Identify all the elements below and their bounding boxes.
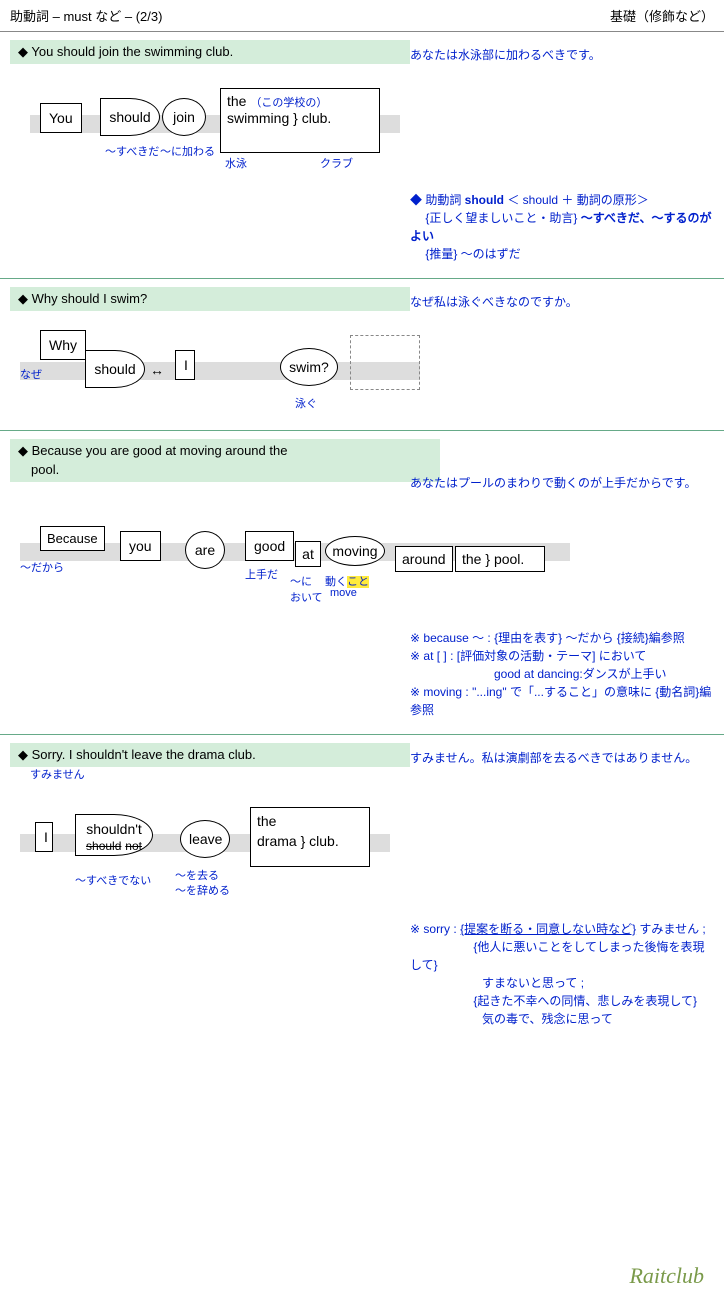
annot-move: move <box>330 587 357 599</box>
annot-because: 〜だから <box>20 559 64 575</box>
word-moving: moving <box>325 536 385 566</box>
section-3: Because you are good at moving around th… <box>0 431 724 735</box>
annot-join: 〜に加わる <box>160 143 215 159</box>
word-join: join <box>162 98 206 136</box>
annot-why: なぜ <box>20 366 42 382</box>
word-good: good <box>245 531 294 561</box>
word-you3: you <box>120 531 161 561</box>
annot-leave1: 〜を去る <box>175 867 219 883</box>
word-leave: leave <box>180 820 230 858</box>
word-at: at <box>295 541 321 567</box>
sentence-4: Sorry. I shouldn't leave the drama club. <box>10 743 410 767</box>
word-np: the （この学校の） swimming } club. <box>220 88 380 153</box>
annot-swimming: 水泳 <box>225 155 247 171</box>
note-4: ※ sorry : {提案を断る・同意しない時など} すみません ; {他人に悪… <box>410 920 714 1028</box>
annot-sorry: すみません <box>30 766 714 782</box>
word-around: around <box>395 546 453 572</box>
header-right: 基礎（修飾など） <box>610 6 714 25</box>
translation-4: すみません。私は演劇部を去るべきではありません。 <box>410 749 714 766</box>
word-swim: swim? <box>280 348 338 386</box>
sentence-1: You should join the swimming club. <box>10 40 410 64</box>
word-shouldnt: shouldn't should not <box>75 814 153 856</box>
word-because: Because <box>40 526 105 551</box>
diagram-2: Why なぜ should ↔ I swim? 泳ぐ <box>10 320 714 415</box>
section-1: You should join the swimming club. あなたは水… <box>0 32 724 279</box>
note-3: ※ because 〜 : {理由を表す} 〜だから {接続}編参照 ※ at … <box>410 629 714 719</box>
annot-at: 〜に おいて <box>290 573 323 605</box>
annot-shouldnt: 〜すべきでない <box>75 872 151 888</box>
word-should2: should <box>85 350 145 388</box>
section-4: Sorry. I shouldn't leave the drama club.… <box>0 735 724 1043</box>
annot-club: クラブ <box>320 155 353 171</box>
word-why: Why <box>40 330 86 360</box>
note-1: ◆ 助動詞 should ＜ should ＋ 動詞の原形＞ {正しく望ましいこ… <box>410 191 714 263</box>
translation-3: あなたはプールのまわりで動くのが上手だからです。 <box>410 474 714 491</box>
annot-leave2: 〜を辞める <box>175 882 230 898</box>
diagram-4: I shouldn't should not 〜すべきでない leave 〜を去… <box>10 792 714 912</box>
dashed-placeholder <box>350 335 420 390</box>
annot-swim: 泳ぐ <box>295 395 317 411</box>
page-header: 助動詞 – must など – (2/3) 基礎（修飾など） <box>0 0 724 32</box>
word-i: I <box>175 350 195 380</box>
footer-logo: Raitclub <box>0 1243 724 1309</box>
translation-2: なぜ私は泳ぐべきなのですか。 <box>410 293 714 310</box>
sentence-2: Why should I swim? <box>10 287 410 311</box>
word-dramaclub: the drama } club. <box>250 807 370 867</box>
annot-should: 〜すべきだ <box>105 143 159 159</box>
header-left: 助動詞 – must など – (2/3) <box>10 6 162 25</box>
word-i4: I <box>35 822 53 852</box>
section-2: Why should I swim? なぜ私は泳ぐべきなのですか。 Why なぜ… <box>0 279 724 431</box>
sentence-3: Because you are good at moving around th… <box>10 439 440 482</box>
word-thepool: the } pool. <box>455 546 545 572</box>
word-you: You <box>40 103 82 133</box>
diagram-3: Because 〜だから you are good 上手だ at 〜に おいて … <box>10 501 714 621</box>
translation-1: あなたは水泳部に加わるべきです。 <box>410 46 714 63</box>
annot-good: 上手だ <box>245 566 278 582</box>
diagram-1: You should 〜すべきだ join 〜に加わる the （この学校の） … <box>10 73 714 183</box>
word-are: are <box>185 531 225 569</box>
word-should: should <box>100 98 160 136</box>
